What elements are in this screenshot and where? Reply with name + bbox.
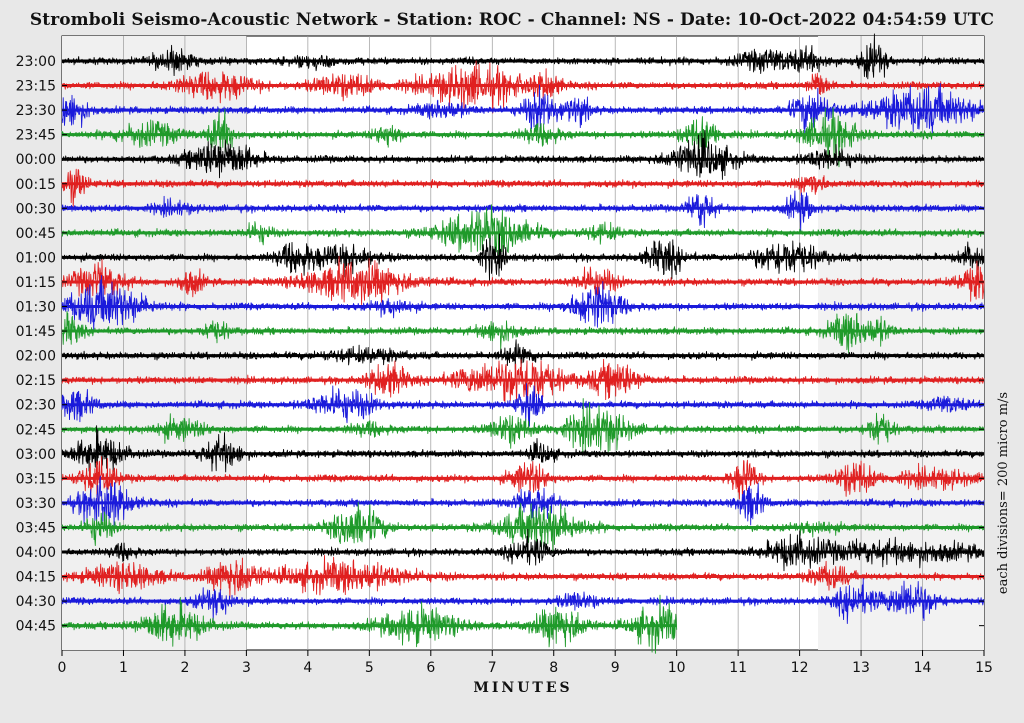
row-label: 00:00: [16, 152, 56, 168]
row-label: 02:15: [16, 373, 56, 389]
row-label: 04:30: [16, 594, 56, 610]
row-label: 01:45: [16, 324, 56, 340]
x-tick-label: 11: [729, 660, 747, 676]
trace-23:30: [61, 82, 985, 135]
row-label: 00:45: [16, 226, 56, 242]
x-tick-label: 10: [668, 660, 686, 676]
row-label: 23:45: [16, 128, 56, 144]
row-label: 04:00: [16, 545, 56, 561]
row-label: 03:30: [16, 496, 56, 512]
row-label: 03:15: [16, 471, 56, 487]
x-tick-label: 12: [791, 660, 809, 676]
row-label: 01:30: [16, 300, 56, 316]
x-tick-label: 14: [914, 660, 932, 676]
x-tick-label: 9: [611, 660, 620, 676]
x-tick-label: 6: [426, 660, 435, 676]
x-tick-label: 0: [58, 660, 67, 676]
row-label: 01:15: [16, 275, 56, 291]
chart-title: Stromboli Seismo-Acoustic Network - Stat…: [29, 10, 995, 30]
x-axis-label: MINUTES: [473, 680, 572, 696]
x-tick-label: 7: [488, 660, 497, 676]
x-tick-label: 1: [119, 660, 128, 676]
row-label: 02:00: [16, 349, 56, 365]
x-tick-label: 8: [549, 660, 558, 676]
row-label: 03:45: [16, 520, 56, 536]
row-label: 00:15: [16, 177, 56, 193]
trace-group: [61, 33, 985, 654]
x-tick-label: 3: [242, 660, 251, 676]
row-label: 02:45: [16, 422, 56, 438]
row-label: 02:30: [16, 398, 56, 414]
x-tick-label: 13: [852, 660, 870, 676]
x-tick-label: 2: [180, 660, 189, 676]
row-label: 01:00: [16, 250, 56, 266]
x-tick-label: 5: [365, 660, 374, 676]
scale-label: each divisions= 200 micro m/s: [996, 392, 1011, 594]
row-label: 04:15: [16, 570, 56, 586]
row-label: 00:30: [16, 201, 56, 217]
row-label: 04:45: [16, 619, 56, 635]
x-axis: 0 1 2 3 4 5 6 7 8 9 10 11 12 13 14 15: [58, 650, 993, 676]
row-labels: 23:00 23:15 23:30 23:45 00:00 00:15 00:30 00:45…: [16, 54, 984, 635]
row-label: 03:00: [16, 447, 56, 463]
trace-04:00: [61, 528, 985, 572]
x-tick-label: 15: [975, 660, 993, 676]
x-tick-label: 4: [303, 660, 312, 676]
row-label: 23:30: [16, 103, 56, 119]
row-label: 23:15: [16, 79, 56, 95]
row-label: 23:00: [16, 54, 56, 70]
